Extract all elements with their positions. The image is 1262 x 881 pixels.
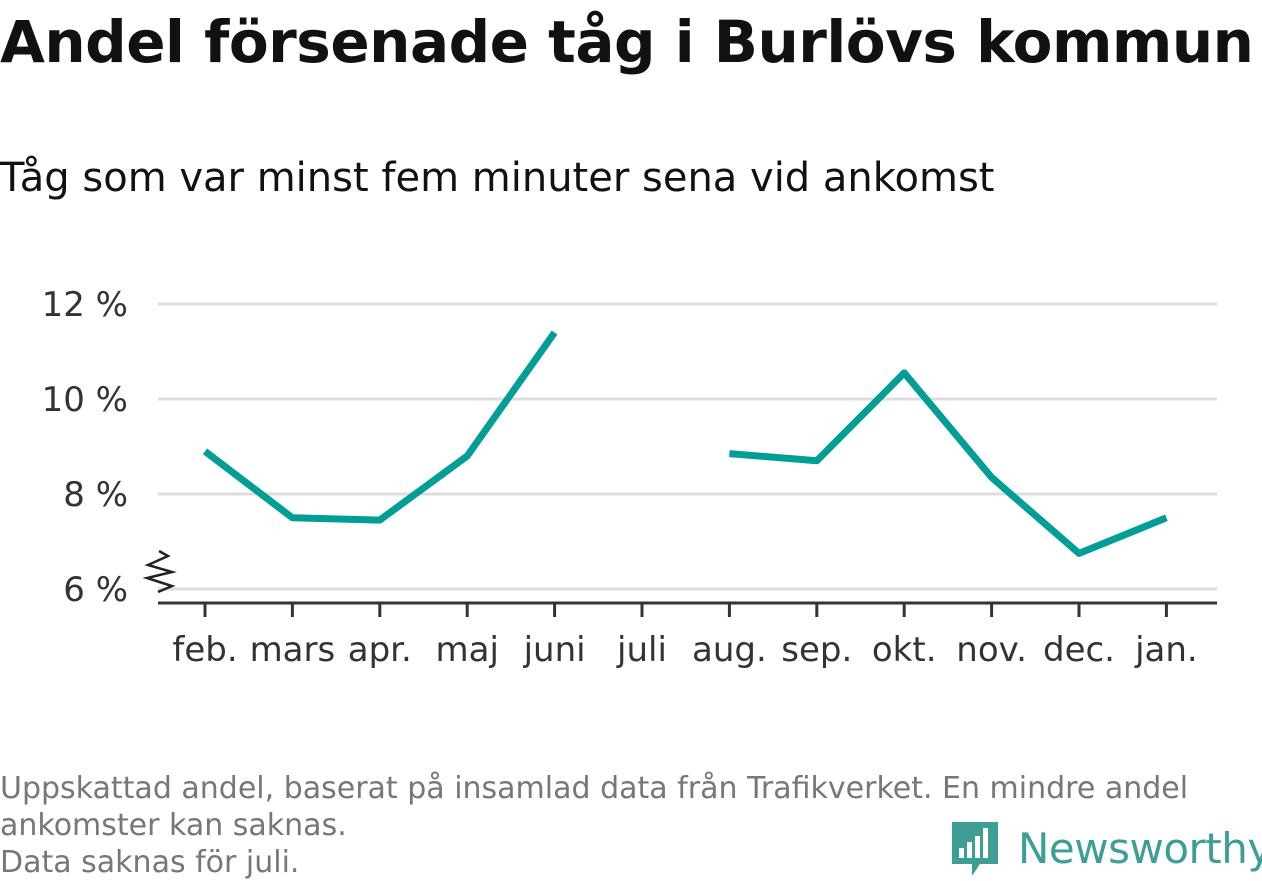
x-tick-label: nov.	[956, 630, 1027, 670]
gridlines	[158, 302, 1217, 591]
newsworthy-logo: Newsworthy	[950, 818, 1262, 878]
x-tick-label: dec.	[1043, 630, 1115, 670]
x-tick-label: feb.	[172, 630, 237, 670]
series-line	[729, 369, 1168, 557]
chart-title: Andel försenade tåg i Burlövs kommun	[0, 8, 1254, 76]
footnote-line: Data saknas för juli.	[0, 845, 300, 880]
axis-break-icon	[142, 549, 177, 594]
y-tick-label: 8 %	[63, 475, 128, 515]
logo-text: Newsworthy	[1018, 823, 1262, 873]
footnote-line: Uppskattad andel, baserat på insamlad da…	[0, 771, 1189, 806]
y-tick-label: 10 %	[42, 380, 128, 420]
x-tick-label: maj	[435, 630, 498, 670]
line-chart: 6 % 8 % 10 % 12 % feb. mars apr. maj juni juli au…	[42, 285, 1217, 670]
x-tick-label: jan.	[1134, 630, 1198, 670]
x-axis-ticks: feb. mars apr. maj juni juli aug. sep. okt. nov. d…	[172, 603, 1198, 670]
footnote: Uppskattad andel, baserat på insamlad da…	[0, 770, 1250, 881]
x-tick-label: mars	[250, 630, 336, 670]
x-tick-label: juni	[523, 630, 586, 670]
chart-subtitle: Tåg som var minst fem minuter sena vid a…	[0, 155, 995, 201]
y-axis-ticks: 6 % 8 % 10 % 12 %	[42, 285, 128, 610]
x-tick-label: okt.	[872, 630, 937, 670]
x-axis	[142, 549, 1217, 605]
data-series	[202, 330, 1168, 557]
x-tick-label: sep.	[781, 630, 852, 670]
footnote-line: ankomster kan saknas.	[0, 808, 347, 843]
y-tick-label: 12 %	[42, 285, 128, 325]
y-tick-label: 6 %	[63, 570, 128, 610]
x-tick-label: aug.	[692, 630, 767, 670]
x-tick-label: juli	[616, 630, 667, 670]
x-tick-label: apr.	[348, 630, 412, 670]
series-line	[202, 330, 558, 524]
newsworthy-chart-icon	[952, 822, 998, 876]
